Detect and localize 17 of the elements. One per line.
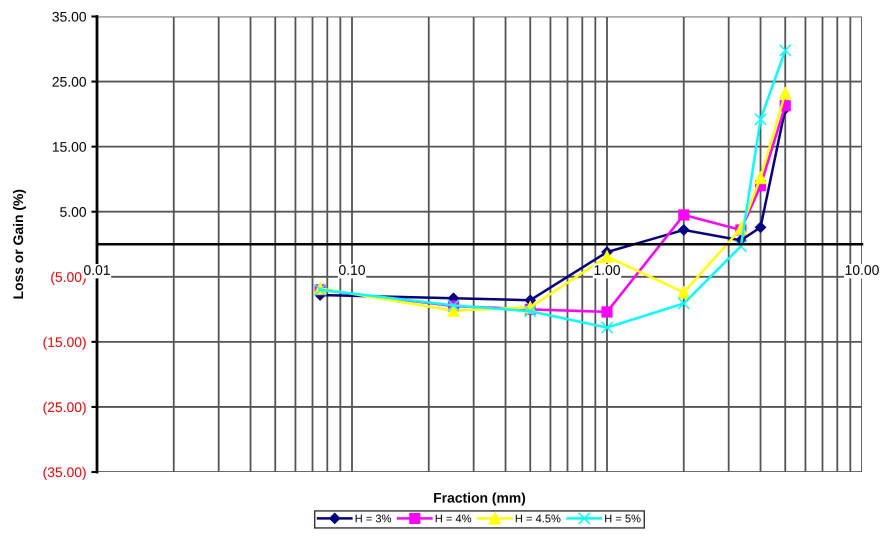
y-tick-label: 25.00 [52,76,86,87]
legend-label: H = 3% [356,514,392,522]
legend-label: H = 5% [605,514,641,522]
y-tick-label: 35.00 [52,12,86,22]
x-tick-label: 0.10 [339,265,365,275]
y-axis-title: Loss or Gain (%) [12,190,26,298]
y-tick-label: (25.00) [43,402,86,415]
y-tick-label: 5.00 [60,207,86,217]
y-tick-label: 15.00 [52,142,86,152]
y-tick-label: (35.00) [43,466,86,480]
x-tick-label: 1.00 [594,265,620,275]
legend-label: H = 4% [436,514,472,522]
y-tick-label: (15.00) [43,336,86,350]
x-tick-label: 10.00 [846,265,879,275]
legend-label: H = 4.5% [516,514,560,522]
x-tick-label: 0.01 [84,265,110,275]
x-axis-title: Fraction (mm) [434,492,526,506]
